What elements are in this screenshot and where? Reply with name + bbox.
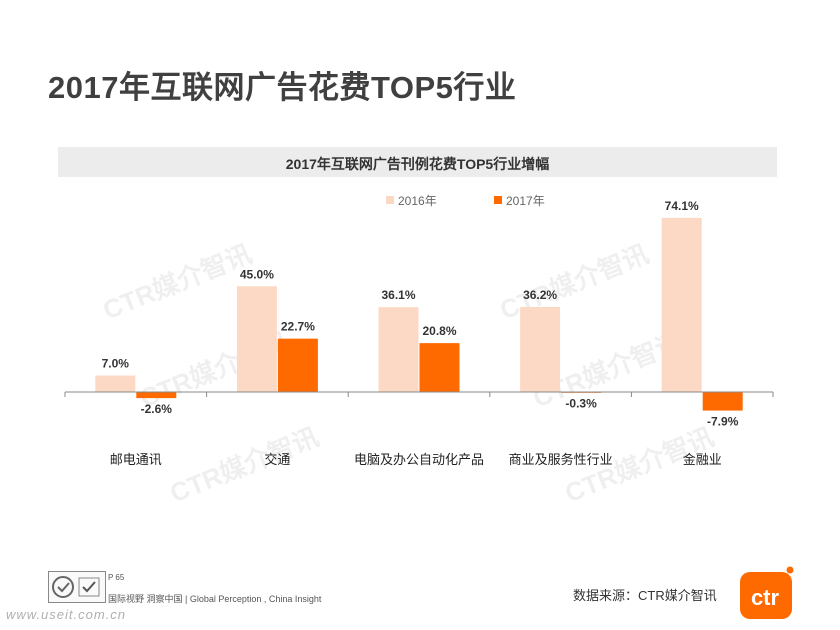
chart-header: 2017年互联网广告刊例花费TOP5行业增幅 <box>58 147 777 177</box>
bar-2016 <box>378 307 419 392</box>
data-label: 36.2% <box>523 288 557 302</box>
footer-slogan: 国际视野 洞察中国 | Global Perception , China In… <box>108 594 322 604</box>
x-tick-label: 交通 <box>264 452 290 467</box>
data-label: 74.1% <box>665 199 699 213</box>
data-label: -0.3% <box>565 397 597 411</box>
legend-label: 2017年 <box>506 194 545 208</box>
bar-2016 <box>236 286 277 392</box>
data-label: 20.8% <box>422 324 456 338</box>
data-source-note: 数据来源：CTR媒介智讯 <box>573 588 717 603</box>
bar-2017 <box>419 343 460 392</box>
footer-website: www.useit.com.cn <box>6 607 127 622</box>
page-number: P 65 <box>108 573 125 582</box>
bar-2017 <box>136 392 177 399</box>
bar-2017 <box>702 392 743 411</box>
data-label: 7.0% <box>102 357 130 371</box>
logo-text: ctr <box>751 585 780 610</box>
data-label: 36.1% <box>381 288 415 302</box>
x-tick-label: 电脑及办公自动化产品 <box>354 452 484 467</box>
legend-label: 2016年 <box>398 194 437 208</box>
certification-seal <box>48 571 106 603</box>
legend-swatch <box>386 196 394 204</box>
bar-2017 <box>277 338 318 392</box>
data-label: 22.7% <box>281 320 315 334</box>
bar-2016 <box>661 217 702 392</box>
data-label: -2.6% <box>141 402 173 416</box>
x-tick-label: 金融业 <box>683 452 722 467</box>
data-label: -7.9% <box>707 415 739 429</box>
chart-axis <box>64 391 774 397</box>
chart-labels: 7.0% -2.6% 邮电通讯 45.0% 22.7% 交通 36.1% 20.8% 电脑及办公… <box>102 199 739 467</box>
data-label: 45.0% <box>240 267 274 281</box>
x-tick-label: 邮电通讯 <box>110 452 162 467</box>
bar-2016 <box>520 306 561 392</box>
legend-swatch <box>494 196 502 204</box>
chart-bars <box>95 217 743 411</box>
page-title: 2017年互联网广告花费TOP5行业 <box>48 70 517 105</box>
ctr-logo: ctr <box>738 566 796 621</box>
bar-2016 <box>95 375 136 392</box>
x-tick-label: 商业及服务性行业 <box>509 452 613 467</box>
chart-legend: 2016年 2017年 <box>386 194 545 208</box>
chart-title: 2017年互联网广告刊例花费TOP5行业增幅 <box>285 156 550 172</box>
